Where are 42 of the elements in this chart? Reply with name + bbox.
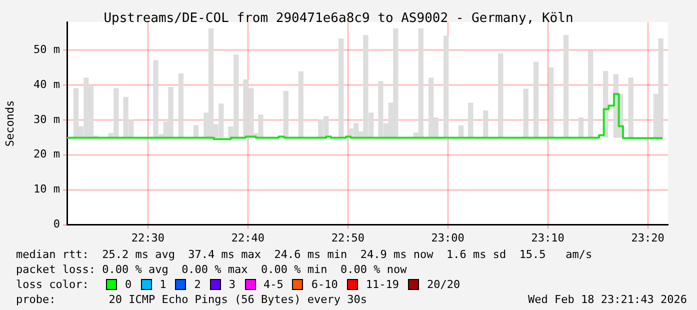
bar <box>628 78 634 138</box>
text: 11-19 <box>366 278 399 291</box>
bar <box>578 117 584 138</box>
y-axis-title: Seconds <box>3 100 16 147</box>
text: 2 <box>194 278 201 291</box>
y-tick-label: 0 <box>53 218 60 231</box>
y-tick-label: 30 m <box>34 112 60 126</box>
text: Wed Feb 18 23:21:43 2026 <box>528 293 687 306</box>
text: 0 <box>125 278 132 291</box>
bar <box>468 102 474 138</box>
x-tick-label: 23:10 <box>531 231 564 244</box>
text: 3 <box>228 278 236 291</box>
text: median rtt: 25.2 ms avg 37.4 ms max 24.6 ms min 24.9 ms now 1.6 ms sd 15.5 am/s <box>16 248 592 261</box>
bar <box>283 90 289 138</box>
x-tick-label: 22:50 <box>331 231 364 244</box>
bar <box>588 50 594 138</box>
bar <box>178 73 184 138</box>
y-tick-label: 10 m <box>34 182 60 196</box>
bar <box>338 38 344 138</box>
bar <box>548 67 554 138</box>
y-tick-label: 40 m <box>34 78 60 91</box>
x-tick-label: 22:40 <box>231 231 265 244</box>
x-tick-label: 23:20 <box>631 231 664 244</box>
x-tick-label: 23:00 <box>431 231 464 244</box>
text: loss color: <box>16 278 90 291</box>
bar <box>563 34 569 138</box>
chart-title: Upstreams/DE-COL from 290471e6a8c9 to AS9002 - Germany, Köln <box>102 11 574 26</box>
text: 4-5 <box>264 278 284 291</box>
text: packet loss: 0.00 % avg 0.00 % max 0.00 % min 0.00 % now <box>16 263 407 276</box>
bar <box>533 62 539 138</box>
x-tick-label: 22:30 <box>131 231 165 244</box>
bar <box>443 36 449 138</box>
y-tick-label: 50 m <box>34 42 60 56</box>
bar <box>523 88 528 138</box>
bar <box>483 110 488 138</box>
bar <box>498 53 504 138</box>
y-tick-label: 20 m <box>34 148 60 161</box>
bar <box>298 71 304 138</box>
text: 20/20 <box>427 278 460 291</box>
text: probe: 20 ICMP Echo Pings (56 Bytes) every 30s <box>16 293 367 306</box>
text: 6-10 <box>311 278 338 291</box>
text: 1 <box>160 278 166 291</box>
